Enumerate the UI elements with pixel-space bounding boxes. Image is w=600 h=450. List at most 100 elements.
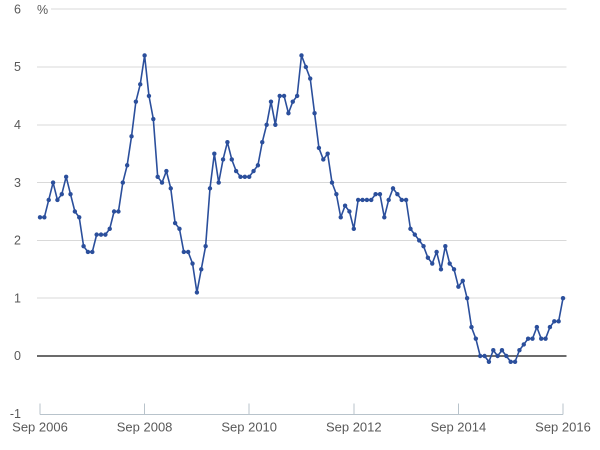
- data-point: [495, 353, 500, 359]
- data-point: [233, 168, 239, 174]
- x-tick-label: Sep 2016: [535, 420, 591, 435]
- data-point: [351, 226, 356, 232]
- data-point: [190, 261, 195, 266]
- data-point: [355, 197, 361, 203]
- data-point: [151, 116, 156, 122]
- data-point: [172, 220, 178, 226]
- data-point: [338, 215, 343, 220]
- data-point: [290, 99, 295, 104]
- y-tick-label: 1: [14, 291, 21, 305]
- data-point: [525, 336, 531, 341]
- data-point: [556, 319, 561, 324]
- data-point: [547, 324, 553, 330]
- data-point: [460, 278, 465, 284]
- data-point: [133, 99, 139, 104]
- data-point: [299, 53, 304, 58]
- data-point: [212, 151, 217, 156]
- data-point: [55, 197, 60, 203]
- data-point: [486, 359, 492, 364]
- data-point: [347, 209, 352, 214]
- data-point: [499, 348, 505, 353]
- data-point: [199, 267, 204, 272]
- data-point: [390, 186, 396, 191]
- data-point: [81, 243, 86, 249]
- data-point: [360, 197, 365, 203]
- data-point: [469, 324, 474, 330]
- data-point: [247, 174, 252, 180]
- percent-unit-label: %: [37, 3, 48, 17]
- data-point: [103, 232, 108, 237]
- data-point: [168, 186, 173, 191]
- data-point: [181, 249, 187, 255]
- data-point: [277, 93, 282, 99]
- data-point: [521, 342, 526, 347]
- y-tick-label: 5: [14, 60, 21, 74]
- data-points: [37, 53, 566, 364]
- data-point: [251, 168, 256, 174]
- data-point: [364, 197, 370, 203]
- data-point: [124, 163, 130, 168]
- data-point: [438, 267, 444, 272]
- x-tick-label: Sep 2014: [431, 420, 487, 435]
- data-point: [373, 191, 378, 197]
- data-point: [560, 296, 566, 301]
- data-point: [377, 191, 383, 197]
- data-point: [504, 353, 509, 359]
- data-point: [107, 226, 112, 232]
- data-point: [303, 64, 309, 70]
- data-point: [98, 232, 104, 237]
- data-point: [512, 359, 518, 364]
- x-tick-label: Sep 2010: [221, 420, 277, 435]
- data-point: [382, 215, 387, 220]
- data-point: [207, 186, 213, 191]
- data-point: [408, 226, 413, 232]
- data-point: [294, 93, 300, 99]
- data-point: [325, 151, 330, 156]
- data-point: [539, 336, 544, 341]
- data-point: [159, 180, 165, 185]
- data-point: [194, 290, 200, 295]
- data-point: [421, 243, 426, 249]
- data-point: [50, 180, 56, 185]
- data-point: [273, 122, 278, 128]
- data-point: [59, 191, 64, 197]
- data-point: [260, 139, 265, 145]
- data-point: [447, 261, 452, 266]
- data-point: [111, 209, 117, 214]
- data-point: [37, 215, 43, 220]
- data-point: [281, 93, 287, 99]
- x-tick-label: Sep 2006: [12, 420, 68, 435]
- data-point: [286, 111, 291, 116]
- x-tick-label: Sep 2012: [326, 420, 382, 435]
- data-point: [164, 168, 169, 174]
- data-point: [416, 238, 422, 243]
- data-point: [395, 191, 400, 197]
- data-point: [451, 267, 457, 272]
- y-tick-label: -1: [10, 407, 21, 421]
- data-point: [42, 215, 47, 220]
- data-point: [477, 353, 483, 359]
- data-point: [216, 180, 221, 185]
- series-line: [39, 54, 564, 363]
- data-point: [77, 215, 82, 220]
- data-point: [85, 249, 91, 255]
- data-point: [482, 353, 487, 359]
- data-point: [443, 243, 448, 249]
- data-point: [264, 122, 269, 128]
- data-point: [177, 226, 182, 232]
- data-point: [46, 197, 51, 203]
- data-point: [138, 82, 143, 87]
- data-point: [399, 197, 404, 203]
- data-point: [268, 99, 274, 104]
- data-point: [203, 243, 208, 249]
- data-point: [430, 261, 435, 266]
- data-point: [412, 232, 418, 237]
- data-point: [534, 324, 540, 330]
- data-point: [334, 191, 339, 197]
- data-point: [90, 249, 95, 255]
- y-gridlines: [37, 8, 567, 299]
- y-axis-labels: 6 5 4 3 2 1 0 -1: [10, 2, 21, 421]
- data-point: [552, 319, 557, 324]
